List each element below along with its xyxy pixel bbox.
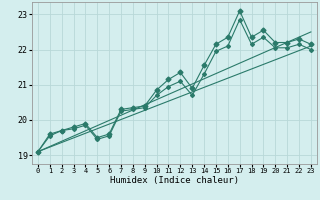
X-axis label: Humidex (Indice chaleur): Humidex (Indice chaleur) <box>110 176 239 185</box>
